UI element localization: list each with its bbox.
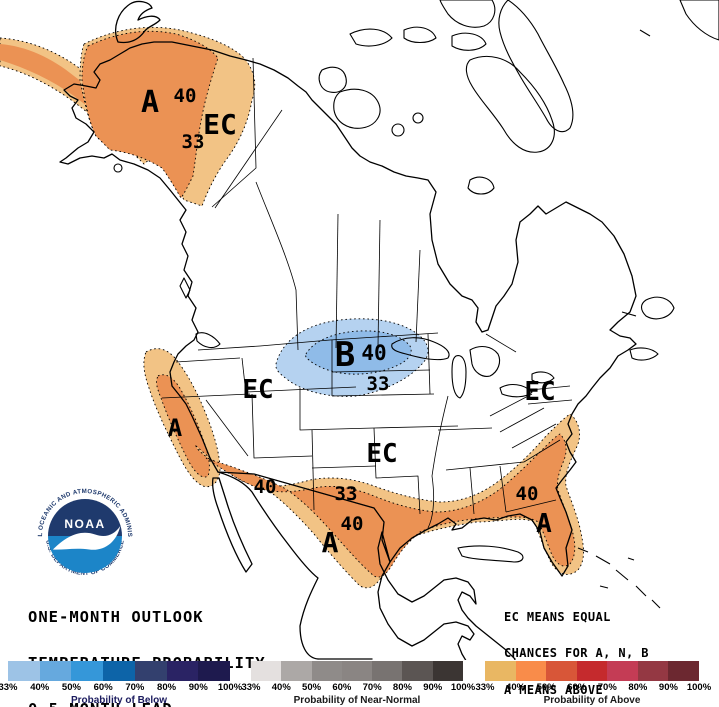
legend-tick: 60% (567, 682, 587, 693)
legend-color-bar (8, 661, 231, 681)
legend-cell (251, 661, 282, 681)
label-plains-40: 40 (361, 341, 386, 365)
probability-shading (0, 26, 584, 589)
noaa-logo: NATIONAL OCEANIC AND ATMOSPHERIC ADMINIS… (28, 481, 133, 577)
legend-cell (576, 661, 608, 681)
legend-tick: 33% (241, 682, 261, 693)
region-above-33-south (195, 413, 584, 589)
legend-cell (281, 661, 312, 681)
note-line: CHANCES FOR A, N, B (504, 646, 649, 661)
legend-color-bar (251, 661, 463, 681)
legend-tick: 90% (423, 682, 443, 693)
legend-ticks: 33% 40% 50% 60% 70% 80% 90% 100% (0, 682, 242, 694)
region-above-40-south (205, 433, 576, 578)
legend-cell (546, 661, 577, 681)
legend-tick: 90% (188, 682, 208, 693)
legend-cell (637, 661, 669, 681)
legend-ticks: 33% 40% 50% 60% 70% 80% 90% 100% (241, 682, 475, 694)
label-alaska-ec: EC (203, 108, 237, 141)
title-line: 0.5 MONTH LEAD (28, 701, 266, 707)
legend-cell (402, 661, 433, 681)
legend-tick: 50% (61, 682, 81, 693)
label-california-above: A (168, 414, 183, 442)
label-florida-above: A (536, 509, 552, 539)
label-northeast-ec: EC (524, 377, 555, 407)
legend-cell (71, 661, 104, 681)
legend-tick: 90% (658, 682, 678, 693)
legend-tick: 40% (30, 682, 50, 693)
legend-probability-near-normal: 33% 40% 50% 60% 70% 80% 90% 100% Probability of… (241, 661, 475, 706)
legend-tick: 50% (302, 682, 322, 693)
note-line: EC MEANS EQUAL (504, 609, 611, 624)
legend-color-bar (485, 661, 700, 681)
legend-tick: 40% (271, 682, 291, 693)
logo-gull-icon (52, 525, 121, 550)
label-alaska-40: 40 (174, 85, 197, 107)
label-plains-below: B (335, 335, 355, 375)
legend-caption: Probability of Above (543, 695, 641, 706)
legend-tick: 100% (450, 682, 476, 693)
legend-caption: Probability of Near-Normal (293, 695, 421, 706)
label-plains-33: 33 (367, 373, 390, 395)
legend-probability-below: 33% 40% 50% 60% 70% 80% 90% 100% Probability of… (0, 661, 242, 706)
legend-tick: 60% (332, 682, 352, 693)
legend-ticks: 33% 40% 50% 60% 70% 80% 90% 100% (475, 682, 711, 694)
label-south-33: 33 (335, 483, 358, 505)
legend-tick: 33% (475, 682, 495, 693)
label-south-40: 40 (341, 513, 364, 535)
label-southwest-40: 40 (254, 476, 277, 498)
legend-tick: 80% (157, 682, 177, 693)
label-central-ec: EC (366, 439, 397, 469)
legend-cell (372, 661, 403, 681)
legend-cell (166, 661, 199, 681)
legend-cell (8, 661, 40, 681)
legend-cell (515, 661, 547, 681)
legend-tick: 100% (686, 682, 712, 693)
legend-tick: 70% (362, 682, 382, 693)
legend-cell (134, 661, 167, 681)
label-texas-above: A (322, 526, 339, 559)
region-above-40-california (156, 374, 210, 478)
legend-tick: 70% (125, 682, 145, 693)
label-southeast-40: 40 (516, 483, 539, 505)
legend-caption: Probability of Below (70, 695, 168, 706)
legend-tick: 33% (0, 682, 18, 693)
note-line: A MEANS ABOVE (504, 683, 604, 698)
legend-tick: 50% (536, 682, 556, 693)
legend-cell (198, 661, 231, 681)
map-labels: A 40 EC 33 B 40 33 EC A EC EC 40 33 40 A… (141, 85, 556, 559)
label-alaska-33: 33 (182, 131, 205, 153)
region-above-40-aleutians (0, 44, 150, 158)
political-borders (161, 57, 573, 529)
legend-probability-above: 33% 40% 50% 60% 70% 80% 90% 100% Probability of… (475, 661, 711, 706)
legend-cell (607, 661, 638, 681)
legend-cell (39, 661, 72, 681)
legend-cell (341, 661, 373, 681)
legend-tick: 100% (217, 682, 243, 693)
title-line: ONE-MONTH OUTLOOK (28, 608, 204, 627)
label-alaska-above: A (141, 85, 159, 120)
logo-acronym: NOAA (64, 517, 105, 531)
legend-tick: 80% (392, 682, 412, 693)
legend-tick: 70% (597, 682, 617, 693)
label-greatbasin-ec: EC (242, 375, 273, 405)
legend-tick: 40% (506, 682, 526, 693)
legend-cell (311, 661, 342, 681)
legend-cell (485, 661, 516, 681)
legend-cell (103, 661, 135, 681)
region-above-40-alaska (81, 30, 219, 199)
legend-notes: EC MEANS EQUAL CHANCES FOR A, N, B A MEA… (504, 586, 649, 707)
legend-tick: 60% (93, 682, 113, 693)
legend-cell (432, 661, 463, 681)
legend-cell (668, 661, 700, 681)
legend-tick: 80% (628, 682, 648, 693)
